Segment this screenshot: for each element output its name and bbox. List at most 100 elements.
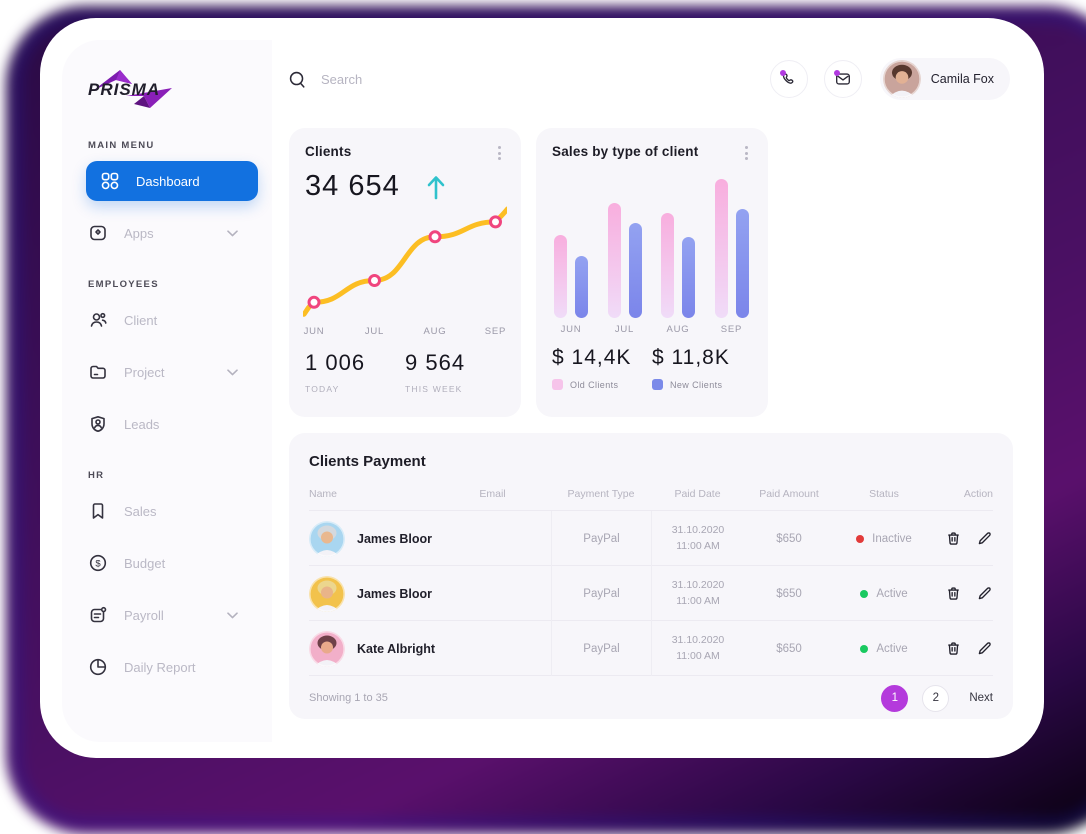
client-name: James Bloor bbox=[357, 531, 433, 546]
row-avatar bbox=[309, 520, 345, 557]
table-header: Name Email Payment Type Paid Date Paid Amoun… bbox=[309, 488, 993, 511]
sidebar-nav: MAIN MENU Dashboard Apps EMPLOYEES Clien… bbox=[86, 140, 272, 687]
clients-card-menu-icon[interactable] bbox=[494, 144, 505, 162]
payment-type: PayPal bbox=[551, 511, 651, 566]
app-window: PRISMA MAIN MENU Dashboard Apps EMPLOYEE… bbox=[62, 40, 1024, 742]
delete-button[interactable] bbox=[945, 530, 962, 547]
people-icon bbox=[88, 310, 108, 330]
sidebar-item-sales[interactable]: Sales bbox=[86, 491, 252, 531]
new-clients-label: New Clients bbox=[670, 379, 723, 390]
month-label: JUN bbox=[560, 324, 582, 335]
status-badge: Inactive bbox=[834, 533, 934, 545]
clients-today-label: TODAY bbox=[305, 384, 340, 394]
sidebar-item-dashboard[interactable]: Dashboard bbox=[86, 161, 258, 201]
bar-old-clients bbox=[661, 213, 674, 318]
row-avatar bbox=[309, 630, 345, 667]
status-badge: Active bbox=[834, 643, 934, 655]
pie-icon bbox=[88, 657, 108, 677]
column-header: Email bbox=[479, 488, 506, 500]
sidebar-item-label: Leads bbox=[124, 416, 160, 432]
main-content: Camila Fox Clients 34 654 JUN JUL AUG SEP 1… bbox=[272, 40, 1024, 742]
user-avatar bbox=[882, 60, 921, 98]
sidebar-item-label: Dashboard bbox=[136, 173, 200, 189]
trash-icon bbox=[945, 530, 962, 547]
sidebar-item-label: Payroll bbox=[124, 607, 164, 623]
table-footer: Showing 1 to 35 1 2 Next bbox=[309, 676, 993, 720]
search-input[interactable] bbox=[321, 71, 541, 87]
trend-up-icon bbox=[426, 174, 446, 200]
line-chart-month-labels: JUN JUL AUG SEP bbox=[289, 326, 521, 338]
edit-button[interactable] bbox=[976, 585, 993, 602]
phone-button[interactable] bbox=[769, 60, 808, 98]
user-menu[interactable]: Camila Fox bbox=[879, 58, 1010, 100]
table-row: James Bloor PayPal 31.10.2020 11:00 AM $… bbox=[309, 511, 993, 566]
line-marker bbox=[307, 295, 321, 309]
paid-amount: $650 bbox=[776, 642, 802, 655]
mail-notification-dot bbox=[833, 70, 840, 76]
table-title: Clients Payment bbox=[309, 453, 426, 470]
column-header: Action bbox=[963, 488, 993, 500]
table-body: James Bloor PayPal 31.10.2020 11:00 AM $… bbox=[309, 511, 993, 676]
sidebar-item-budget[interactable]: $ Budget bbox=[86, 543, 252, 583]
next-page-button[interactable]: Next bbox=[969, 692, 993, 704]
bar-old-clients bbox=[554, 235, 567, 318]
bar-new-clients bbox=[628, 223, 642, 318]
avatar-image bbox=[309, 575, 345, 612]
line-marker bbox=[368, 274, 381, 287]
status-badge: Active bbox=[834, 588, 934, 600]
prisma-logo-icon bbox=[94, 70, 172, 108]
sidebar-item-payroll[interactable]: Payroll bbox=[86, 595, 252, 635]
sidebar-item-project[interactable]: Project bbox=[86, 352, 252, 392]
sidebar-item-daily-report[interactable]: Daily Report bbox=[86, 647, 252, 687]
sidebar-item-label: Sales bbox=[124, 503, 157, 519]
clients-payment-card: Clients Payment Name Email Payment Type Pai… bbox=[289, 433, 1013, 719]
paid-amount: $650 bbox=[776, 532, 802, 545]
sales-card-title: Sales by type of client bbox=[552, 144, 699, 159]
brand-logo: PRISMA bbox=[86, 62, 206, 114]
status-dot bbox=[860, 644, 869, 653]
clients-week-value: 9 564 bbox=[405, 350, 466, 375]
payment-type: PayPal bbox=[551, 566, 651, 621]
sales-bar-chart bbox=[536, 168, 768, 318]
old-clients-value: $ 14,4K bbox=[552, 346, 632, 369]
clients-card: Clients 34 654 JUN JUL AUG SEP 1 006 TODAY … bbox=[289, 128, 521, 417]
chevron-down-icon bbox=[227, 368, 238, 376]
delete-button[interactable] bbox=[945, 585, 962, 602]
bar-new-clients bbox=[735, 209, 749, 318]
status-label: Inactive bbox=[872, 532, 912, 545]
page-button-1[interactable]: 1 bbox=[881, 684, 909, 712]
sales-card-menu-icon[interactable] bbox=[741, 144, 752, 162]
old-clients-label: Old Clients bbox=[570, 379, 619, 390]
status-dot bbox=[860, 589, 869, 598]
sidebar-item-client[interactable]: Client bbox=[86, 300, 252, 340]
pencil-icon bbox=[976, 530, 993, 547]
new-clients-swatch bbox=[652, 379, 663, 390]
mail-button[interactable] bbox=[823, 60, 862, 98]
month-label: AUG bbox=[666, 324, 690, 335]
bar-chart-month-labels: JUN JUL AUG SEP bbox=[536, 324, 768, 336]
bar-new-clients bbox=[575, 256, 588, 318]
sidebar-item-label: Apps bbox=[124, 225, 154, 241]
delete-button[interactable] bbox=[945, 640, 962, 657]
old-clients-swatch bbox=[552, 379, 563, 390]
clients-today-stat: 1 006 TODAY bbox=[305, 350, 405, 394]
payment-type: PayPal bbox=[551, 621, 651, 676]
edit-button[interactable] bbox=[976, 530, 993, 547]
clients-week-stat: 9 564 THIS WEEK bbox=[405, 350, 505, 394]
column-header: Payment Type bbox=[567, 488, 635, 500]
edit-button[interactable] bbox=[976, 640, 993, 657]
bookmark-icon bbox=[88, 501, 108, 521]
sidebar: PRISMA MAIN MENU Dashboard Apps EMPLOYEE… bbox=[62, 40, 272, 742]
avatar-image bbox=[309, 520, 345, 557]
line-marker bbox=[428, 230, 442, 244]
new-clients-value: $ 11,8K bbox=[652, 346, 730, 369]
sidebar-item-apps[interactable]: Apps bbox=[86, 213, 252, 253]
month-label: JUL bbox=[364, 326, 385, 337]
search-bar[interactable] bbox=[288, 70, 754, 89]
column-header: Name bbox=[309, 488, 338, 500]
pagination: 1 2 Next bbox=[881, 684, 993, 712]
sidebar-item-leads[interactable]: Leads bbox=[86, 404, 252, 444]
new-clients-stat: $ 11,8K New Clients bbox=[652, 346, 752, 390]
bar-old-clients bbox=[714, 179, 728, 318]
page-button-2[interactable]: 2 bbox=[922, 684, 950, 712]
